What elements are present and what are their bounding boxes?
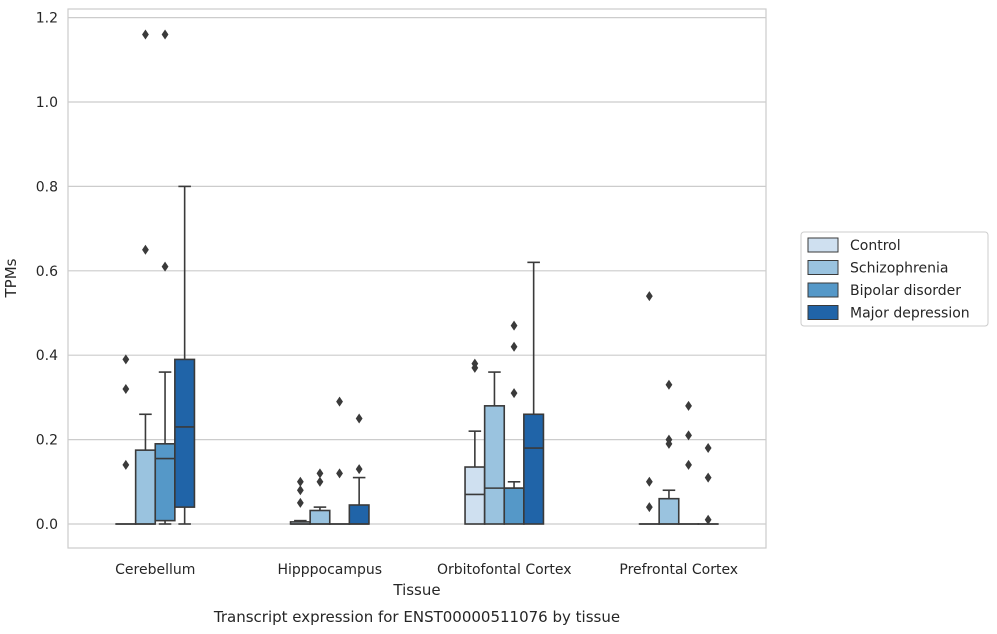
x-tick-label: Prefrontal Cortex xyxy=(619,562,738,578)
box-control xyxy=(638,291,660,525)
y-tick-label: 0.6 xyxy=(36,264,58,280)
outlier-point xyxy=(355,464,363,475)
legend-swatch xyxy=(807,237,839,253)
legend-swatch xyxy=(807,260,839,275)
legend-label: Bipolar disorder xyxy=(850,283,961,299)
box-body xyxy=(154,443,176,522)
x-axis-ticks: Cerebellum Hipppocampus Orbitofontal Corte… xyxy=(115,562,738,578)
outlier-point xyxy=(665,379,673,390)
outlier-point xyxy=(510,320,518,331)
legend-label: Control xyxy=(850,238,901,254)
legend-swatch xyxy=(807,282,839,298)
chart-caption: Transcript expression for ENST0000051107… xyxy=(213,608,620,626)
box-major-depression xyxy=(348,413,370,525)
outlier-point xyxy=(471,362,479,373)
outlier-point xyxy=(685,430,692,441)
y-axis-label: TPMs xyxy=(2,258,20,298)
box-body xyxy=(174,358,196,508)
box-body xyxy=(503,487,525,525)
outlier-point xyxy=(510,388,518,399)
x-axis-label: Tissue xyxy=(392,581,440,599)
outlier-point xyxy=(296,485,304,496)
outlier-point xyxy=(122,354,130,365)
outlier-point xyxy=(142,29,149,40)
outlier-point xyxy=(704,443,712,454)
box-body xyxy=(309,509,331,525)
legend: Control Schizophrenia Bipolar disorder Majo… xyxy=(800,231,989,327)
x-tick-label: Orbitofontal Cortex xyxy=(437,562,572,578)
box-body xyxy=(483,405,506,525)
box-major-depression xyxy=(523,261,545,525)
outlier-point xyxy=(316,476,324,487)
outlier-point xyxy=(704,472,712,483)
legend-swatch xyxy=(807,305,839,320)
outlier-point xyxy=(510,341,518,352)
box-bipolar-disorder xyxy=(154,29,176,525)
box-bipolar-disorder xyxy=(677,400,700,525)
box-body xyxy=(348,504,370,525)
outlier-point xyxy=(704,514,712,525)
outlier-point xyxy=(296,497,304,508)
box-body xyxy=(134,449,157,525)
outlier-point xyxy=(122,459,130,470)
outlier-point xyxy=(685,459,692,470)
y-tick-label: 0.0 xyxy=(36,517,58,533)
outlier-point xyxy=(336,396,343,407)
box-major-depression xyxy=(697,443,719,525)
outlier-point xyxy=(665,438,673,449)
outlier-point xyxy=(645,476,653,487)
box-schizophrenia xyxy=(483,371,506,525)
legend-frame xyxy=(800,231,989,327)
y-tick-label: 0.2 xyxy=(36,433,58,449)
box-body xyxy=(523,413,545,525)
outlier-point xyxy=(296,476,304,487)
boxes-layer xyxy=(115,29,719,525)
box-body xyxy=(658,497,680,525)
box-major-depression xyxy=(174,185,196,525)
box-control xyxy=(289,476,311,525)
y-tick-label: 1.2 xyxy=(36,11,58,27)
y-tick-label: 0.8 xyxy=(36,179,58,195)
legend-label: Major depression xyxy=(850,306,970,322)
box-schizophrenia xyxy=(309,468,331,525)
outlier-point xyxy=(142,244,149,255)
outlier-point xyxy=(161,29,169,40)
y-axis-ticks: 0.0 0.2 0.4 0.6 0.8 1.0 1.2 xyxy=(36,11,58,533)
x-tick-label: Cerebellum xyxy=(115,562,195,578)
box-body xyxy=(464,466,486,525)
outlier-point xyxy=(645,291,653,302)
y-tick-label: 1.0 xyxy=(36,95,58,111)
legend-label: Schizophrenia xyxy=(850,261,948,277)
y-tick-label: 0.4 xyxy=(36,348,58,364)
outlier-point xyxy=(122,383,130,394)
outlier-point xyxy=(645,502,653,513)
outlier-point xyxy=(685,400,692,411)
outlier-point xyxy=(336,468,343,479)
outlier-point xyxy=(355,413,363,424)
outlier-point xyxy=(316,468,324,479)
x-tick-label: Hipppocampus xyxy=(277,562,382,578)
outlier-point xyxy=(161,261,169,272)
box-schizophrenia xyxy=(658,379,680,525)
